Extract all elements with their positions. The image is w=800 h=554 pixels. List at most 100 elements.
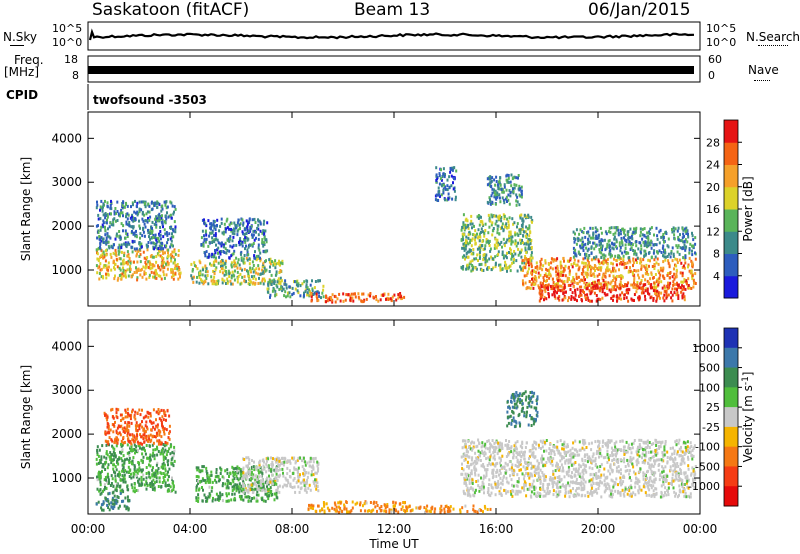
velocity-cell bbox=[121, 448, 124, 452]
velocity-cell bbox=[245, 456, 248, 460]
velocity-cell bbox=[150, 480, 153, 484]
power-cell bbox=[220, 265, 222, 268]
power-cell bbox=[221, 267, 224, 271]
power-cell bbox=[264, 279, 266, 283]
power-cell bbox=[152, 236, 155, 239]
velocity-cell bbox=[281, 467, 284, 471]
power-cell bbox=[517, 247, 520, 251]
power-cell bbox=[517, 253, 520, 257]
velocity-cell bbox=[345, 507, 348, 511]
power-cell bbox=[147, 266, 150, 269]
power-cell bbox=[494, 183, 497, 187]
velocity-cell bbox=[204, 481, 207, 485]
velocity-cell bbox=[440, 504, 443, 508]
power-cell bbox=[492, 228, 495, 232]
power-cell bbox=[507, 225, 510, 229]
power-cell bbox=[154, 273, 157, 277]
velocity-cell bbox=[171, 489, 174, 493]
power-cell bbox=[629, 248, 632, 251]
power-cell bbox=[476, 253, 479, 257]
velocity-cell bbox=[135, 470, 138, 474]
power-cell bbox=[618, 274, 621, 278]
power-cell bbox=[623, 266, 626, 270]
velocity-cell bbox=[261, 498, 264, 502]
power-cell bbox=[230, 254, 233, 258]
power-cell bbox=[150, 201, 153, 205]
power-cell bbox=[643, 234, 646, 238]
power-cell bbox=[656, 234, 659, 238]
power-cell bbox=[472, 265, 475, 269]
power-cell bbox=[653, 285, 656, 289]
velocity-cell bbox=[227, 492, 230, 496]
power-cell bbox=[222, 261, 225, 265]
power-cell bbox=[101, 252, 104, 256]
power-cell bbox=[104, 228, 107, 232]
velocity-cell bbox=[113, 470, 115, 474]
velocity-cell bbox=[115, 444, 118, 448]
power-cell bbox=[679, 286, 682, 290]
power-cell bbox=[671, 259, 674, 263]
power-cell bbox=[606, 245, 609, 249]
power-cell bbox=[133, 231, 135, 235]
velocity-cell bbox=[96, 445, 99, 449]
power-cell bbox=[268, 270, 271, 273]
power-cell bbox=[209, 222, 212, 226]
velocity-cell bbox=[111, 496, 114, 500]
velocity-cell bbox=[264, 489, 267, 493]
power-cell bbox=[559, 260, 562, 264]
power-cell bbox=[573, 236, 576, 240]
power-cell bbox=[465, 239, 467, 243]
power-cell bbox=[559, 289, 562, 293]
y-tick-label: 3000 bbox=[51, 175, 82, 189]
power-cell bbox=[159, 254, 162, 258]
power-cell bbox=[496, 191, 499, 195]
velocity-cell bbox=[623, 457, 626, 461]
power-cell bbox=[644, 283, 647, 287]
power-cell bbox=[600, 246, 602, 250]
power-cell bbox=[161, 266, 164, 270]
power-cell bbox=[389, 297, 392, 301]
velocity-cell bbox=[116, 484, 119, 488]
power-cell bbox=[468, 265, 471, 269]
velocity-cell bbox=[284, 476, 287, 480]
power-cell bbox=[99, 246, 101, 249]
power-cell bbox=[587, 256, 590, 260]
velocity-cell bbox=[317, 467, 320, 471]
power-cell bbox=[606, 257, 609, 261]
power-cell bbox=[259, 221, 262, 225]
velocity-cell bbox=[334, 503, 337, 507]
velocity-cell bbox=[262, 458, 265, 462]
power-cell bbox=[671, 287, 674, 291]
power-cell bbox=[608, 274, 611, 278]
power-cell bbox=[534, 282, 537, 286]
velocity-cell bbox=[162, 443, 165, 446]
velocity-cell bbox=[114, 455, 117, 459]
velocity-cell bbox=[558, 480, 561, 484]
power-cell bbox=[494, 263, 497, 267]
velocity-cell bbox=[386, 503, 389, 506]
velocity-cell bbox=[165, 453, 168, 457]
velocity-cell bbox=[113, 494, 116, 498]
power-cell bbox=[498, 179, 501, 183]
velocity-cell bbox=[197, 482, 199, 486]
power-cell bbox=[192, 280, 195, 284]
power-cell bbox=[590, 291, 593, 295]
power-cell bbox=[263, 236, 266, 240]
power-cell bbox=[164, 201, 167, 205]
power-cell bbox=[622, 254, 625, 258]
velocity-cell bbox=[127, 499, 130, 503]
power-cell bbox=[207, 282, 210, 286]
power-cell bbox=[624, 247, 627, 250]
power-cell bbox=[203, 234, 205, 238]
velocity-cell bbox=[145, 472, 148, 475]
velocity-cell bbox=[233, 473, 235, 477]
power-cell bbox=[115, 234, 118, 238]
velocity-cell bbox=[134, 451, 136, 455]
velocity-cell bbox=[153, 488, 156, 492]
velocity-cell bbox=[459, 508, 462, 512]
power-cell bbox=[161, 243, 163, 247]
power-cell bbox=[161, 214, 163, 218]
velocity-cell bbox=[267, 497, 270, 501]
power-cell bbox=[537, 271, 540, 275]
power-cell bbox=[173, 205, 176, 209]
